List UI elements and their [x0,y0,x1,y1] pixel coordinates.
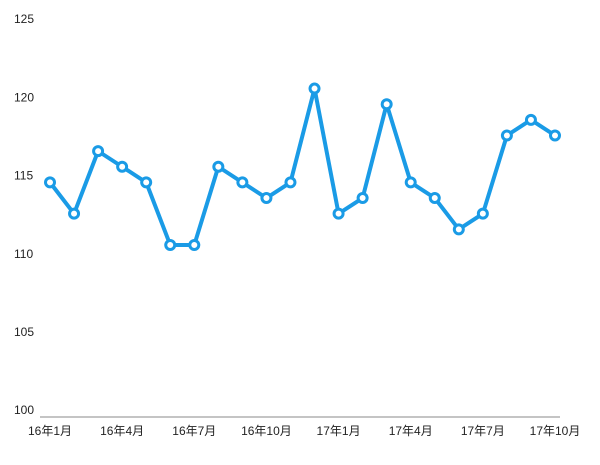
data-point [188,238,201,251]
data-point [404,176,417,189]
data-point [236,176,249,189]
data-point [356,192,369,205]
data-line [48,86,557,247]
data-point [332,207,345,220]
x-tick-label: 17年7月 [461,424,505,438]
data-point [452,223,465,236]
data-point [380,98,393,111]
data-point [44,176,56,189]
y-tick-label: 105 [14,325,34,339]
data-point [284,176,297,189]
x-tick-label: 16年10月 [241,424,292,438]
y-tick-label: 110 [14,247,33,261]
data-point [140,176,153,189]
y-tick-label: 100 [14,403,34,417]
x-tick-label: 16年7月 [172,424,216,438]
data-point [308,82,321,95]
data-point [260,192,273,205]
data-point [549,129,561,142]
data-point [164,238,177,251]
y-tick-label: 115 [14,169,33,183]
data-point [428,192,441,205]
y-tick-label: 120 [14,90,34,104]
x-tick-label: 16年4月 [100,424,144,438]
data-point [500,129,513,142]
data-point [92,145,105,158]
data-point [212,160,225,173]
x-tick-label: 17年4月 [389,424,433,438]
x-tick-label: 16年1月 [28,424,72,438]
data-point [68,207,81,220]
data-point [476,207,489,220]
y-tick-label: 125 [14,12,34,26]
x-tick-label: 17年1月 [317,424,361,438]
data-point [116,160,129,173]
data-point [524,113,537,126]
x-tick-label: 17年10月 [530,424,581,438]
